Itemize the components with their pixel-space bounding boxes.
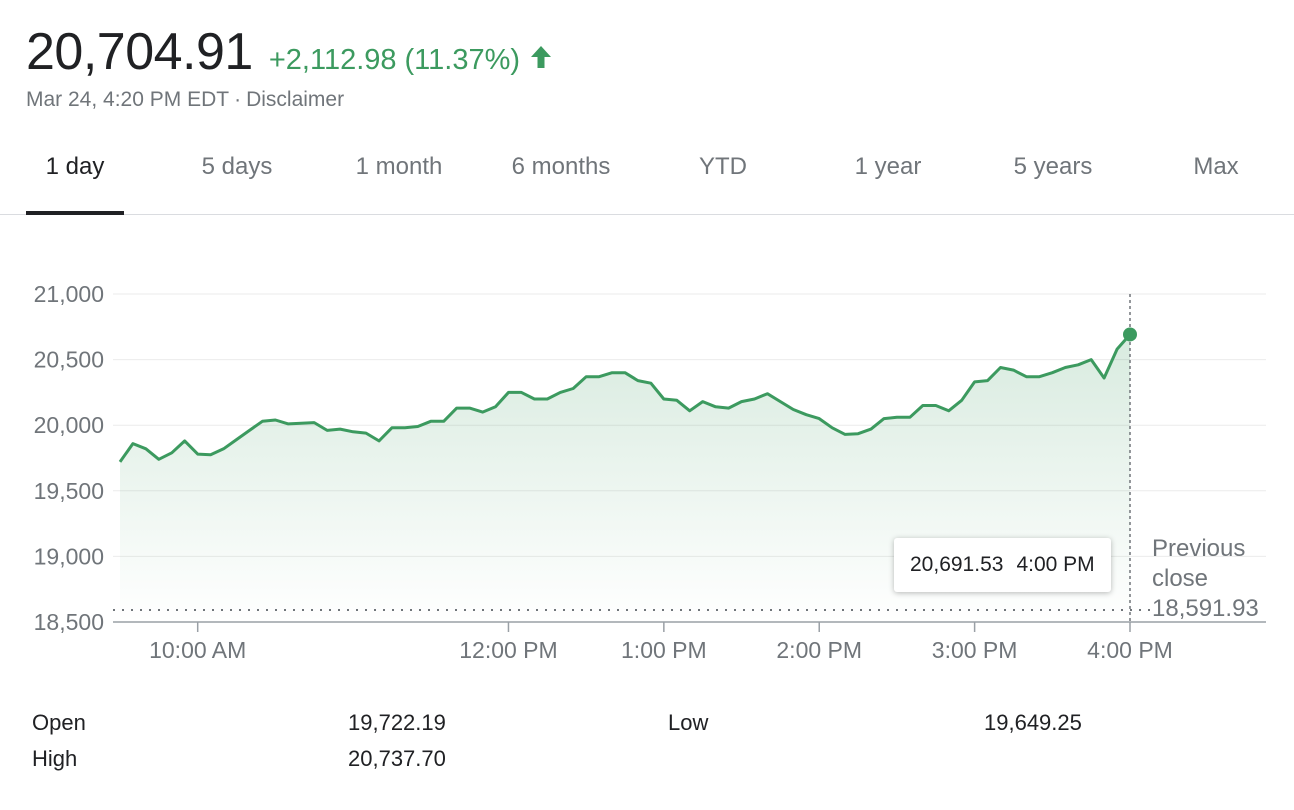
stat-open-label: Open <box>32 710 86 735</box>
disclaimer-link[interactable]: Disclaimer <box>246 88 345 111</box>
price-area <box>120 334 1130 622</box>
change-percent: (11.37%) <box>404 44 521 76</box>
stat-high-label: High <box>32 746 78 771</box>
previous-close-label: Previous close 18,591.93 <box>1152 534 1259 624</box>
tab-5-days[interactable]: 5 days <box>201 153 273 180</box>
hover-tooltip: 20,691.53 4:00 PM <box>894 538 1111 592</box>
x-tick-label: 3:00 PM <box>932 637 1018 663</box>
y-axis-labels: 21,000 20,500 20,000 19,500 19,000 18,500 <box>34 281 104 635</box>
stat-low-value: 19,649.25 <box>984 710 1082 735</box>
y-tick-label: 19,500 <box>34 478 104 504</box>
current-price: 20,704.91 <box>26 23 253 81</box>
quote-subline: Mar 24, 4:20 PM EDT · Disclaimer <box>26 88 552 112</box>
x-tick-label: 4:00 PM <box>1087 637 1173 663</box>
tab-6-months[interactable]: 6 months <box>511 153 611 180</box>
price-change: +2,112.98 (11.37%) <box>269 44 552 77</box>
previous-close-title-1: Previous <box>1152 535 1246 562</box>
separator: · <box>234 88 242 111</box>
change-amount: +2,112.98 <box>268 44 397 76</box>
quote-header: 20,704.91 +2,112.98 (11.37%) Mar 24, 4:2… <box>26 22 552 112</box>
y-tick-label: 18,500 <box>34 609 104 635</box>
x-axis-labels: 10:00 AM 12:00 PM 1:00 PM 2:00 PM 3:00 PM 4:0… <box>149 622 1173 663</box>
stat-open-value: 19,722.19 <box>348 710 446 735</box>
tab-max[interactable]: Max <box>1193 153 1239 180</box>
tab-1-year[interactable]: 1 year <box>854 153 922 180</box>
tab-5-years[interactable]: 5 years <box>1013 153 1093 180</box>
y-tick-label: 21,000 <box>34 281 104 307</box>
y-tick-label: 20,500 <box>34 347 104 373</box>
tooltip-value: 20,691.53 <box>910 553 1004 576</box>
x-tick-label: 12:00 PM <box>459 637 557 663</box>
quote-timestamp: Mar 24, 4:20 PM EDT <box>26 88 230 111</box>
y-tick-label: 20,000 <box>34 412 104 438</box>
stat-high-value: 20,737.70 <box>348 746 446 771</box>
y-tick-label: 19,000 <box>34 543 104 569</box>
tab-1-day[interactable]: 1 day <box>26 138 124 215</box>
price-chart[interactable]: 21,000 20,500 20,000 19,500 19,000 18,500 10:… <box>0 0 1294 700</box>
x-tick-label: 10:00 AM <box>149 637 246 663</box>
previous-close-title-2: close <box>1152 565 1209 592</box>
tab-ytd[interactable]: YTD <box>699 153 747 180</box>
hover-point <box>1123 327 1137 342</box>
previous-close-value: 18,591.93 <box>1152 595 1259 622</box>
stat-low-label: Low <box>668 710 709 735</box>
time-range-tabs: 1 day 5 days 1 month 6 months YTD 1 year… <box>0 138 1294 215</box>
tab-1-month[interactable]: 1 month <box>355 153 443 180</box>
x-tick-label: 2:00 PM <box>776 637 862 663</box>
arrow-up-icon <box>530 44 552 77</box>
price-line <box>118 333 1132 463</box>
tooltip-time: 4:00 PM <box>1016 553 1095 576</box>
x-tick-label: 1:00 PM <box>621 637 707 663</box>
price-row: 20,704.91 +2,112.98 (11.37%) <box>26 22 552 82</box>
